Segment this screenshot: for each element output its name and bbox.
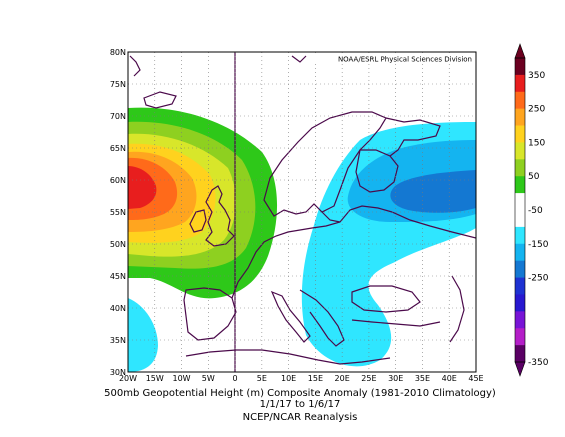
colorbar-swatch bbox=[515, 260, 525, 278]
caption-line-2: 1/1/17 to 1/6/17 bbox=[259, 399, 341, 410]
colorbar-swatch bbox=[515, 91, 525, 109]
coast-black-sea bbox=[351, 285, 421, 313]
coast-kola bbox=[385, 117, 441, 157]
longitude-ticks: 20W 15W 10W 5W 0 5E 10E 15E 20E 25E 30E 35E 40E 45E bbox=[119, 374, 484, 383]
coast-britain bbox=[205, 185, 235, 247]
grid-lines bbox=[128, 52, 476, 372]
colorbar-swatch bbox=[515, 74, 525, 93]
colorbar-swatch bbox=[515, 108, 525, 126]
lat-tick-label: 30N bbox=[110, 368, 126, 377]
lat-tick-label: 60N bbox=[110, 176, 126, 185]
negative-contour-150 bbox=[390, 170, 476, 213]
lon-tick-label: 20E bbox=[335, 374, 350, 383]
lat-tick-label: 45N bbox=[110, 272, 126, 281]
lat-tick-label: 75N bbox=[110, 80, 126, 89]
coast-arctic-islands bbox=[129, 55, 307, 77]
lon-tick-label: 35E bbox=[415, 374, 430, 383]
coast-continent bbox=[231, 205, 476, 299]
coast-anatolia bbox=[351, 319, 441, 327]
coast-baltic bbox=[321, 211, 341, 223]
caption-line-3: NCEP/NCAR Reanalysis bbox=[242, 412, 358, 423]
coast-caspian bbox=[449, 275, 465, 343]
coast-iberia bbox=[183, 287, 237, 341]
colorbar-swatch bbox=[515, 243, 525, 261]
colorbar-label: -50 bbox=[528, 206, 543, 216]
colorbar-swatch bbox=[515, 210, 525, 228]
colorbar: 350 250 150 50 -50 -150 -250 -350 bbox=[514, 43, 549, 377]
lon-tick-label: 20W bbox=[119, 374, 137, 383]
colorbar-top-arrow bbox=[514, 43, 526, 59]
colorbar-swatch bbox=[515, 125, 525, 143]
lon-tick-label: 5W bbox=[202, 374, 215, 383]
colorbar-swatch bbox=[515, 328, 525, 346]
colorbar-swatch bbox=[515, 159, 525, 177]
lon-tick-label: 15E bbox=[308, 374, 323, 383]
negative-contour-southwest bbox=[128, 298, 158, 372]
credit-label: NOAA/ESRL Physical Sciences Division bbox=[338, 56, 472, 64]
colorbar-label: 350 bbox=[528, 71, 545, 81]
colorbar-bottom-arrow bbox=[514, 361, 526, 377]
plot-frame bbox=[127, 51, 477, 373]
colorbar-swatch bbox=[515, 311, 525, 329]
lat-tick-label: 50N bbox=[110, 240, 126, 249]
lon-tick-label: 10W bbox=[172, 374, 190, 383]
colorbar-label: 150 bbox=[528, 138, 545, 148]
colorbar-label: -350 bbox=[528, 358, 549, 368]
coast-italy bbox=[270, 290, 311, 343]
lon-tick-label: 30E bbox=[388, 374, 403, 383]
credit-box bbox=[308, 53, 475, 64]
lon-tick-label: 25E bbox=[361, 374, 376, 383]
colorbar-label: -150 bbox=[528, 240, 549, 250]
colorbar-swatch bbox=[515, 345, 525, 363]
lon-tick-label: 10E bbox=[281, 374, 296, 383]
positive-contour-350 bbox=[128, 166, 157, 209]
coast-north-africa bbox=[185, 349, 391, 365]
colorbar-swatch bbox=[515, 193, 525, 211]
colorbar-label: 250 bbox=[528, 105, 545, 115]
lon-tick-label: 0 bbox=[233, 374, 238, 383]
colorbar-label: 50 bbox=[528, 172, 540, 182]
colorbar-swatch bbox=[515, 226, 525, 245]
coast-scandinavia bbox=[263, 111, 387, 217]
colorbar-swatch bbox=[515, 176, 525, 194]
latitude-ticks: 80N 75N 70N 65N 60N 55N 50N 45N 40N 35N 30N bbox=[110, 48, 126, 377]
lat-tick-label: 80N bbox=[110, 48, 126, 57]
colorbar-swatch bbox=[515, 277, 525, 295]
lat-tick-label: 55N bbox=[110, 208, 126, 217]
colorbar-swatch bbox=[515, 58, 525, 76]
lon-tick-label: 40E bbox=[442, 374, 457, 383]
colorbar-swatch bbox=[515, 294, 525, 312]
coast-finland bbox=[355, 149, 399, 193]
lat-tick-label: 40N bbox=[110, 304, 126, 313]
coast-ireland bbox=[189, 209, 207, 233]
caption-line-1: 500mb Geopotential Height (m) Composite … bbox=[104, 388, 496, 399]
lat-tick-label: 35N bbox=[110, 336, 126, 345]
colorbar-label: -250 bbox=[528, 274, 549, 284]
lat-tick-label: 70N bbox=[110, 112, 126, 121]
lon-tick-label: 5E bbox=[257, 374, 267, 383]
coast-iceland bbox=[143, 91, 177, 109]
colorbar-swatch bbox=[515, 142, 525, 160]
lon-tick-label: 45E bbox=[468, 374, 483, 383]
colorbar-frame bbox=[514, 57, 526, 363]
lat-tick-label: 65N bbox=[110, 144, 126, 153]
lon-tick-label: 15W bbox=[146, 374, 164, 383]
